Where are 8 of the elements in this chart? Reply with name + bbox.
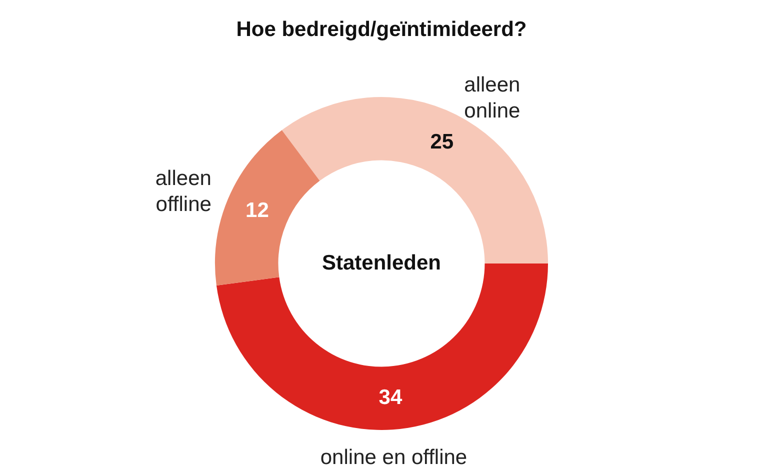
chart-title: Hoe bedreigd/geïntimideerd? bbox=[235, 17, 528, 43]
data-label: 34 bbox=[378, 386, 402, 409]
text: Statenleden bbox=[322, 251, 442, 274]
slice-label: alleen online bbox=[464, 73, 520, 122]
data-label: 25 bbox=[430, 130, 454, 154]
data-label: 12 bbox=[246, 199, 269, 222]
slice-label: online en offline bbox=[320, 446, 468, 469]
slice-label: alleen offline bbox=[155, 166, 212, 216]
